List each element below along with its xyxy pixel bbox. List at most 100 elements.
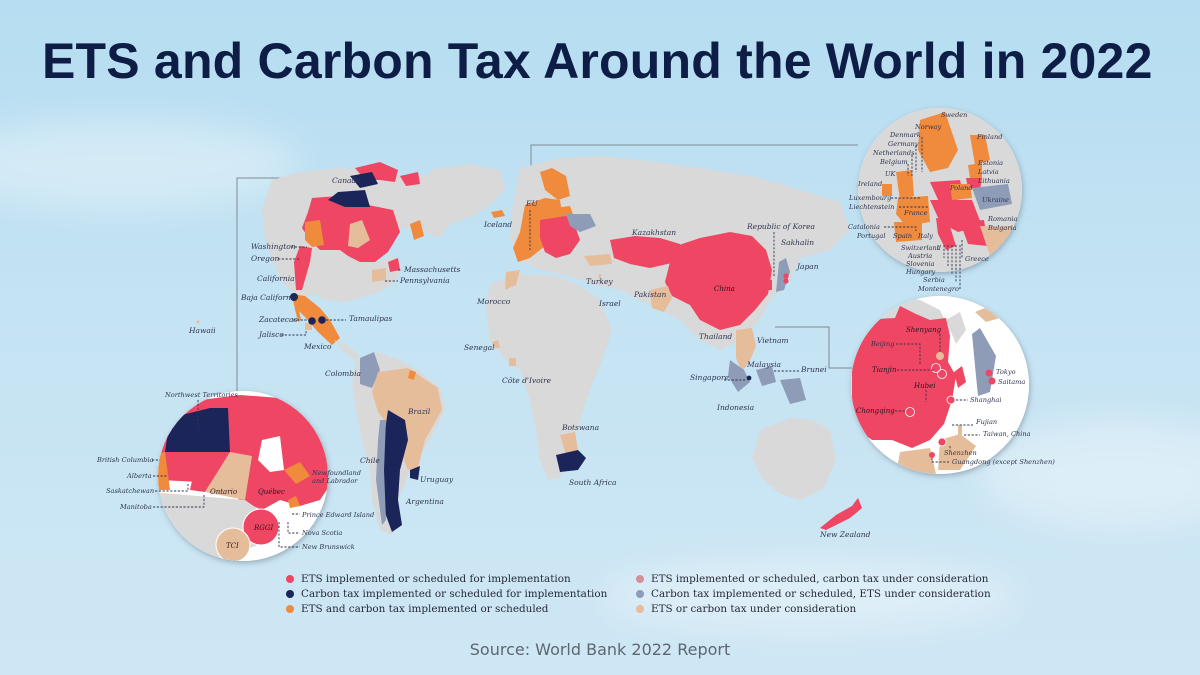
label-slovenia: Slovenia	[906, 260, 935, 268]
label-morocco: Morocco	[476, 297, 511, 306]
label-mexico: Mexico	[303, 342, 332, 351]
label-poland: Poland	[949, 184, 973, 192]
label-oregon: Oregon	[251, 254, 279, 263]
label-bulgaria: Bulgaria	[987, 224, 1017, 232]
label-italy: Italy	[917, 232, 933, 240]
label-cote-divoire: Côte d'Ivoire	[502, 376, 552, 385]
label-nova-scotia: Nova Scotia	[301, 529, 342, 537]
page-title: ETS and Carbon Tax Around the World in 2…	[42, 33, 1153, 89]
legend-label: ETS and carbon tax implemented or schedu…	[301, 603, 549, 615]
legend: ETS implemented or scheduled for impleme…	[286, 572, 991, 616]
label-newfoundland: Newfoundland	[311, 469, 361, 477]
label-thailand: Thailand	[699, 332, 732, 341]
label-shanghai: Shanghai	[970, 396, 1001, 404]
label-prince-edward-island: Prince Edward Island	[301, 511, 374, 519]
legend-label: Carbon tax implemented or scheduled, ETS…	[651, 588, 991, 600]
label-saitama: Saitama	[998, 378, 1025, 386]
label-pennsylvania: Pennsylvania	[399, 276, 450, 285]
label-south-africa: South Africa	[569, 478, 616, 487]
label-and-labrador: and Labrador	[312, 477, 358, 485]
label-baja-california: Baja California	[240, 293, 298, 302]
label-taiwan: Taiwan, China	[983, 430, 1031, 438]
legend-item: ETS and carbon tax implemented or schedu…	[286, 602, 606, 616]
label-jalisco: Jalisco	[257, 330, 284, 339]
label-shenyang: Shenyang	[906, 326, 942, 334]
label-malaysia: Malaysia	[746, 360, 781, 369]
label-france: France	[903, 209, 928, 217]
label-eu: EU	[525, 199, 538, 208]
label-luxembourg: Luxembourg	[848, 194, 891, 202]
label-finland: Finland	[976, 133, 1002, 141]
label-manitoba: Manitoba	[119, 503, 152, 511]
label-massachusetts: Massachusetts	[403, 265, 460, 274]
label-republic-of-korea: Republic of Korea	[746, 222, 815, 231]
label-germany: Germany	[888, 140, 919, 148]
china-inset: Shenyang Beijing Tianjin Hubei Chongqing…	[851, 296, 1055, 474]
legend-item: ETS or carbon tax under consideration	[636, 602, 956, 616]
label-lithuania: Lithuania	[977, 177, 1010, 185]
label-catalonia: Catalonia	[848, 223, 880, 231]
label-belgium: Belgium	[879, 158, 908, 166]
label-montenegro: Montenegro	[917, 285, 959, 293]
label-chongqing: Chongqing	[856, 407, 895, 415]
label-netherlands: Netherlands	[872, 149, 915, 157]
label-kazakhstan: Kazakhstan	[631, 228, 676, 237]
europe-inset: Sweden Norway Finland Denmark Germany Ne…	[848, 108, 1022, 293]
label-alberta: Alberta	[126, 472, 152, 480]
label-tokyo: Tokyo	[996, 368, 1016, 376]
south-america	[352, 352, 445, 535]
legend-dot-consideration	[636, 605, 644, 613]
legend-label: Carbon tax implemented or scheduled for …	[301, 588, 608, 600]
label-botswana: Botswana	[561, 423, 599, 432]
label-canada: Canada	[332, 176, 361, 185]
label-hungary: Hungary	[905, 268, 936, 276]
legend-dot-both	[286, 605, 294, 613]
label-shenzhen: Shenzhen	[944, 449, 977, 457]
eurasia-africa	[486, 156, 862, 530]
legend-dot-ets-ct-consideration	[636, 575, 644, 583]
label-rggi: RGGI	[253, 524, 273, 532]
label-pakistan: Pakistan	[633, 290, 666, 299]
label-denmark: Denmark	[889, 131, 921, 139]
label-tci: TCI	[226, 542, 239, 550]
label-japan: Japan	[795, 262, 819, 271]
canada-inset: RGGI TCI Ontario Québec Northwest Territ…	[96, 391, 374, 561]
label-austria: Austria	[907, 252, 932, 260]
label-romania: Romania	[987, 215, 1017, 223]
label-iceland: Iceland	[483, 220, 512, 229]
legend-label: ETS implemented or scheduled, carbon tax…	[651, 573, 989, 585]
legend-dot-carbon-tax	[286, 590, 294, 598]
label-indonesia: Indonesia	[716, 403, 754, 412]
label-sakhalin: Sakhalin	[781, 238, 814, 247]
label-beijing: Beijing	[870, 340, 894, 348]
label-guangdong: Guangdong (except Shenzhen)	[952, 458, 1055, 466]
label-liechtenstein: Liechtenstein	[848, 203, 894, 211]
label-serbia: Serbia	[923, 276, 945, 284]
label-fujian: Fujian	[975, 418, 997, 426]
label-brunei: Brunei	[800, 365, 827, 374]
legend-item: Carbon tax implemented or scheduled for …	[286, 587, 608, 601]
legend-dot-ct-ets-consideration	[636, 590, 644, 598]
label-colombia: Colombia	[325, 369, 361, 378]
label-ontario: Ontario	[210, 488, 237, 496]
cloud-decoration	[600, 560, 1020, 630]
label-spain: Spain	[893, 232, 912, 240]
label-uk: UK	[885, 170, 897, 178]
label-greece: Greece	[965, 255, 989, 263]
label-ukraine: Ukraine	[982, 196, 1009, 204]
label-saskatchewan: Saskatchewan	[106, 487, 154, 495]
legend-label: ETS or carbon tax under consideration	[651, 603, 857, 615]
label-estonia: Estonia	[977, 159, 1003, 167]
source-caption: Source: World Bank 2022 Report	[469, 640, 731, 659]
legend-item: ETS implemented or scheduled, carbon tax…	[636, 572, 989, 586]
label-singapore: Singapore	[690, 373, 730, 382]
label-washington: Washington	[251, 242, 296, 251]
label-norway: Norway	[914, 123, 941, 131]
label-china: China	[714, 285, 735, 293]
label-uruguay: Uruguay	[420, 475, 454, 484]
label-senegal: Senegal	[464, 343, 495, 352]
label-zacatecas: Zacatecas	[258, 315, 297, 324]
label-british-columbia: British Columbia	[96, 456, 154, 464]
cloud-decoration	[980, 420, 1200, 530]
